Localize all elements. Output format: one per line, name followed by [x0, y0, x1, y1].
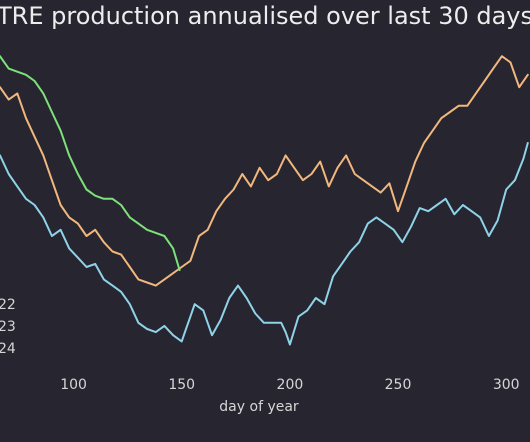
x-axis-label: day of year — [219, 399, 299, 415]
x-tick-label: 100 — [60, 377, 87, 393]
legend-entry-24: 24 — [0, 341, 16, 357]
series-layer — [0, 55, 529, 346]
series-line-23 — [0, 55, 529, 287]
legend-entry-23: 23 — [0, 319, 16, 335]
x-tick-labels: 100 150 200 250 300 — [60, 377, 519, 393]
series-line-22 — [0, 142, 529, 346]
x-tick-label: 200 — [277, 377, 304, 393]
legend: 22 23 24 — [0, 297, 16, 357]
legend-entry-22: 22 — [0, 297, 16, 313]
x-tick-label: 300 — [493, 377, 520, 393]
chart-title: TRE production annualised over last 30 d… — [0, 2, 530, 30]
x-tick-label: 250 — [385, 377, 412, 393]
series-line-24 — [0, 55, 181, 272]
x-tick-label: 150 — [168, 377, 195, 393]
